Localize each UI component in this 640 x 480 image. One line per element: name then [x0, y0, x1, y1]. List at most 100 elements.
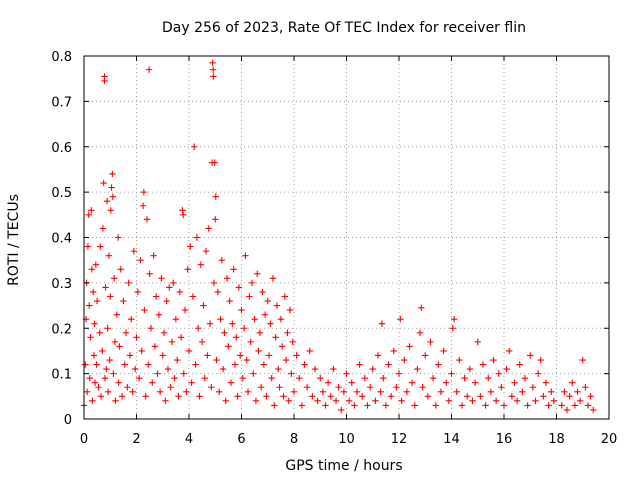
data-point	[275, 365, 282, 373]
data-point	[145, 361, 152, 368]
data-point	[558, 402, 565, 409]
data-point	[222, 397, 229, 405]
data-point	[209, 66, 217, 73]
data-point	[125, 279, 132, 287]
data-point	[524, 402, 531, 409]
data-point	[265, 352, 273, 359]
data-point	[121, 361, 128, 368]
data-point	[290, 388, 298, 395]
y-tick-label: 0.4	[51, 232, 72, 247]
data-point	[108, 184, 115, 191]
data-point	[109, 193, 117, 200]
data-point	[196, 393, 203, 400]
data-point	[137, 256, 144, 264]
data-point	[141, 306, 148, 314]
data-point	[139, 202, 147, 209]
x-tick-label: 18	[548, 432, 565, 447]
data-point	[129, 388, 136, 395]
data-point	[188, 379, 195, 386]
data-point	[366, 384, 374, 391]
data-point	[340, 388, 348, 395]
data-point	[450, 315, 458, 323]
data-point	[322, 402, 329, 409]
data-point	[131, 365, 139, 373]
data-point	[271, 402, 278, 409]
data-point	[485, 374, 492, 382]
data-point	[324, 379, 332, 386]
data-point	[345, 397, 353, 405]
data-point	[138, 347, 145, 355]
data-point	[155, 311, 163, 318]
data-point	[432, 402, 439, 409]
data-point	[332, 397, 340, 405]
data-point	[167, 384, 174, 391]
data-point	[395, 370, 403, 377]
y-tick-label: 0.2	[51, 322, 72, 337]
data-point	[403, 388, 411, 395]
data-point	[569, 379, 576, 386]
data-point	[217, 315, 224, 323]
data-point	[427, 338, 434, 346]
data-point	[584, 402, 592, 409]
data-point	[264, 297, 271, 305]
y-tick-label: 0	[64, 413, 72, 428]
data-point	[244, 388, 252, 395]
data-point	[192, 361, 199, 368]
data-point	[223, 275, 231, 282]
data-point	[99, 347, 106, 355]
data-point	[214, 288, 222, 296]
data-point	[90, 352, 98, 359]
data-point	[521, 374, 529, 382]
data-point	[103, 198, 111, 205]
data-point	[443, 379, 450, 386]
data-point	[210, 73, 217, 80]
data-point	[180, 211, 187, 219]
y-axis-label: ROTI / TECUs	[6, 194, 22, 286]
data-point	[466, 365, 474, 373]
data-point	[172, 315, 180, 323]
x-tick-label: 2	[132, 432, 140, 447]
data-point	[503, 365, 510, 373]
data-point	[105, 252, 113, 259]
data-point	[260, 361, 268, 368]
data-point	[254, 270, 261, 277]
data-point	[111, 338, 119, 346]
data-point	[387, 393, 395, 400]
data-point	[359, 393, 366, 400]
data-point	[198, 338, 206, 346]
data-point	[91, 320, 98, 327]
data-point	[303, 384, 311, 391]
data-point	[537, 356, 544, 364]
data-point	[293, 352, 300, 359]
data-point	[576, 397, 584, 405]
data-point	[282, 356, 290, 364]
x-tick-label: 0	[80, 432, 88, 447]
data-point	[189, 293, 197, 300]
data-point	[142, 393, 149, 400]
data-point	[374, 352, 382, 359]
data-point	[202, 247, 210, 255]
data-point	[513, 397, 521, 405]
data-point	[140, 188, 148, 196]
data-point	[235, 284, 243, 291]
data-point	[571, 402, 579, 409]
data-point	[390, 347, 397, 355]
data-point	[104, 325, 111, 332]
data-point	[89, 288, 97, 296]
data-point	[92, 261, 100, 268]
data-point	[89, 397, 96, 405]
data-point	[317, 374, 324, 382]
data-point	[330, 365, 337, 373]
data-point	[162, 397, 169, 405]
data-point	[566, 393, 573, 400]
data-point	[338, 406, 345, 414]
data-point	[242, 252, 249, 259]
data-point	[97, 393, 105, 400]
data-point	[227, 379, 235, 386]
data-point	[206, 320, 214, 327]
data-point	[356, 361, 363, 368]
data-point	[106, 356, 113, 364]
data-point	[406, 343, 413, 350]
y-tick-label: 0.5	[51, 186, 72, 201]
data-point	[474, 338, 481, 346]
